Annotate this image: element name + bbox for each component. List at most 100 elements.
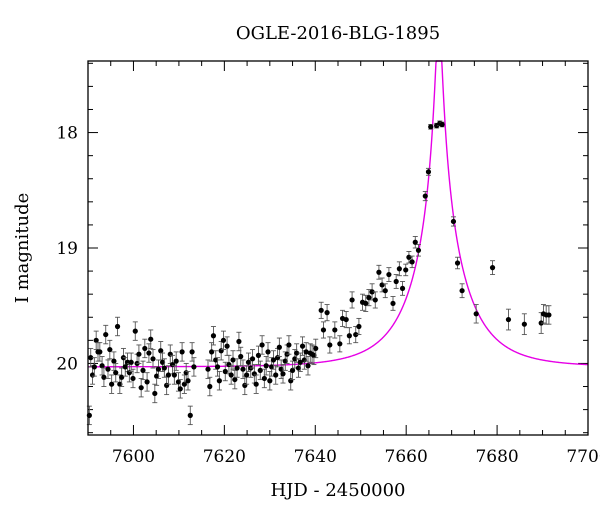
point-marker — [505, 316, 512, 323]
point-marker — [165, 372, 172, 378]
data-point — [259, 335, 265, 355]
data-point — [216, 371, 222, 391]
data-point — [363, 294, 369, 312]
data-point — [103, 324, 109, 345]
data-point — [349, 291, 355, 309]
data-point — [276, 337, 282, 357]
data-point — [439, 121, 445, 128]
data-point — [505, 308, 512, 331]
point-marker — [399, 285, 406, 292]
data-point — [422, 190, 428, 202]
point-marker — [122, 364, 128, 370]
point-marker — [238, 353, 244, 360]
point-marker — [146, 350, 152, 356]
data-point — [324, 304, 330, 322]
point-marker — [236, 338, 242, 345]
data-point — [280, 364, 286, 384]
point-marker — [132, 328, 138, 334]
point-marker — [187, 412, 193, 418]
point-marker — [273, 372, 279, 378]
data-point — [185, 371, 191, 391]
point-marker — [140, 367, 146, 373]
point-marker — [422, 193, 428, 199]
point-marker — [311, 352, 317, 358]
point-marker — [276, 344, 282, 350]
point-marker — [213, 357, 219, 363]
data-point — [343, 311, 349, 329]
point-marker — [249, 356, 256, 362]
point-marker — [261, 375, 267, 382]
data-point — [286, 335, 292, 355]
point-marker — [101, 374, 107, 380]
point-marker — [214, 364, 221, 370]
point-marker — [327, 342, 333, 348]
data-point — [152, 383, 158, 404]
point-marker — [409, 259, 415, 265]
data-point — [122, 357, 128, 377]
data-point — [142, 338, 148, 359]
y-tick-label: 18 — [56, 124, 78, 144]
point-marker — [234, 365, 240, 371]
point-marker — [369, 289, 375, 295]
x-tick-label: 7700 — [566, 447, 600, 467]
point-marker — [263, 363, 269, 369]
data-point — [136, 344, 142, 364]
point-marker — [363, 300, 369, 307]
data-point — [403, 263, 409, 277]
point-marker — [299, 343, 306, 349]
point-marker — [356, 323, 362, 330]
data-point — [214, 357, 221, 377]
x-axis-label: HJD - 2450000 — [270, 480, 405, 501]
point-marker — [167, 351, 173, 357]
point-marker — [289, 367, 296, 373]
plot-frame — [87, 60, 589, 436]
data-point — [113, 362, 119, 383]
data-point — [332, 321, 338, 339]
point-marker — [119, 374, 125, 380]
data-point — [366, 289, 372, 307]
point-marker — [294, 350, 300, 356]
data-point — [263, 356, 269, 376]
point-marker — [226, 361, 232, 368]
point-marker — [257, 367, 263, 373]
point-marker — [148, 336, 154, 342]
point-marker — [179, 349, 185, 355]
point-marker — [353, 331, 359, 338]
point-marker — [128, 359, 134, 365]
point-marker — [91, 364, 97, 370]
data-point — [473, 304, 479, 324]
data-point — [97, 342, 103, 362]
data-point — [376, 264, 382, 280]
data-point — [399, 281, 406, 296]
chart-title: OGLE-2016-BLG-1895 — [236, 23, 440, 44]
point-marker — [222, 368, 228, 375]
point-marker — [270, 357, 277, 363]
point-marker — [318, 307, 324, 313]
point-marker — [386, 271, 392, 278]
data-point — [396, 261, 402, 277]
x-tick-label: 7640 — [294, 447, 337, 467]
data-point — [187, 405, 193, 426]
point-marker — [390, 300, 396, 307]
point-marker — [144, 379, 150, 385]
x-tick-label: 7600 — [112, 447, 155, 467]
data-point — [218, 341, 224, 361]
data-point — [150, 349, 156, 369]
point-marker — [232, 376, 238, 383]
data-point — [425, 167, 432, 176]
point-marker — [171, 372, 177, 378]
point-marker — [158, 348, 164, 354]
point-marker — [255, 352, 262, 358]
point-marker — [382, 288, 388, 294]
point-marker — [93, 337, 99, 343]
data-point — [372, 291, 378, 309]
point-marker — [320, 327, 327, 333]
data-point — [546, 305, 552, 325]
data-point — [450, 216, 457, 227]
data-point — [101, 367, 107, 387]
data-point — [191, 357, 197, 377]
point-marker — [105, 366, 111, 372]
data-point — [393, 274, 399, 289]
data-point — [257, 360, 263, 381]
data-point — [313, 338, 319, 359]
